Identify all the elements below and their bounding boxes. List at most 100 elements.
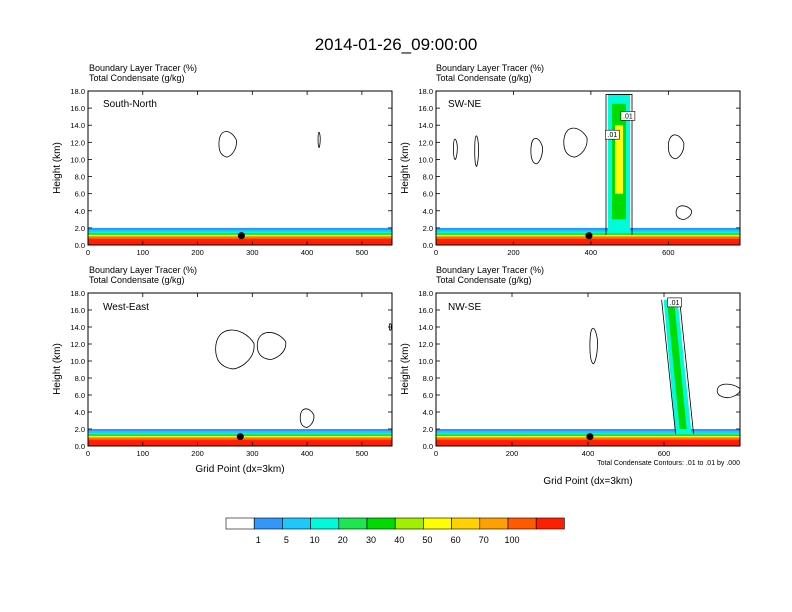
y-tick-label: 0.0 — [75, 442, 85, 451]
colorbar-swatch — [479, 517, 509, 530]
plot-area: 0.0 2.0 4.0 6.0 8.0 10.0 12.0 14.0 16.0 18.0 0 100 2… — [70, 87, 393, 257]
colorbar-tick-label: 70 — [479, 535, 489, 545]
contour-label: .01 — [623, 113, 633, 120]
y-tick-label: 10.0 — [70, 155, 85, 164]
panel-title: Boundary Layer Tracer (%) — [436, 63, 544, 73]
x-axis-label: Grid Point (dx=3km) — [543, 476, 632, 487]
y-tick-label: 6.0 — [423, 190, 433, 199]
cloud-contour — [667, 134, 685, 160]
y-tick-label: 4.0 — [423, 408, 433, 417]
panel-west-east: Boundary Layer Tracer (%) Total Condensa… — [52, 265, 393, 475]
convective-plume — [667, 305, 687, 429]
panel-subtitle: Total Condensate (g/kg) — [89, 73, 185, 83]
y-tick-label: 16.0 — [70, 306, 85, 315]
colorbar-tick-label: 40 — [394, 535, 404, 545]
y-tick-label: 14.0 — [70, 121, 85, 130]
boundary-layer-band — [88, 440, 392, 446]
contour-label: .01 — [608, 132, 618, 139]
panel-nw-se: Boundary Layer Tracer (%) Total Condensa… — [400, 265, 741, 487]
colorbar-swatch — [535, 517, 565, 530]
x-tick-label: 600 — [658, 449, 671, 458]
colorbar-swatch — [310, 517, 340, 530]
colorbar-swatch — [366, 517, 396, 530]
y-tick-label: 18.0 — [418, 87, 433, 96]
plot-area: .01 0.0 2.0 4.0 6.0 8.0 10.0 12.0 14.0 16.0 18.0 0 2… — [418, 289, 741, 458]
figure-title: 2014-01-26_09:00:00 — [315, 35, 478, 54]
colorbar-swatch — [338, 517, 368, 530]
y-tick-label: 12.0 — [418, 138, 433, 147]
y-axis-label: Height (km) — [400, 142, 411, 194]
x-tick-label: 200 — [191, 248, 204, 257]
cloud-contour — [530, 137, 543, 165]
colorbar-tick-label: 1 — [256, 535, 261, 545]
boundary-layer-band — [436, 239, 740, 245]
y-tick-label: 14.0 — [418, 323, 433, 332]
condensate-contour — [605, 94, 633, 235]
y-tick-label: 12.0 — [70, 340, 85, 349]
x-tick-label: 200 — [507, 248, 520, 257]
cloud-contour — [299, 408, 315, 428]
y-tick-label: 2.0 — [423, 224, 433, 233]
y-tick-label: 4.0 — [75, 207, 85, 216]
plot-frame — [435, 292, 741, 447]
cloud-contour — [256, 332, 287, 360]
x-tick-label: 0 — [434, 248, 438, 257]
plot-frame — [87, 292, 393, 447]
colorbar-tick-label: 30 — [366, 535, 376, 545]
y-tick-label: 16.0 — [418, 306, 433, 315]
y-tick-label: 0.0 — [75, 241, 85, 250]
cloud-contour — [218, 131, 237, 158]
panel-label: South-North — [103, 99, 157, 110]
boundary-layer-band — [88, 239, 392, 245]
x-tick-label: 100 — [137, 449, 150, 458]
cloud-contour — [388, 323, 392, 331]
location-marker — [236, 433, 244, 441]
x-tick-label: 300 — [246, 449, 259, 458]
x-tick-label: 0 — [434, 449, 438, 458]
colorbar-tick-label: 20 — [338, 535, 348, 545]
y-tick-label: 4.0 — [75, 408, 85, 417]
x-tick-label: 500 — [356, 449, 369, 458]
x-tick-label: 600 — [662, 248, 675, 257]
colorbar-swatch — [282, 517, 311, 530]
y-tick-label: 18.0 — [70, 87, 85, 96]
y-tick-label: 2.0 — [75, 224, 85, 233]
cloud-contour — [563, 127, 588, 158]
plot-area: 0.0 2.0 4.0 6.0 8.0 10.0 12.0 14.0 16.0 18.0 0 100 2… — [70, 289, 393, 458]
panel-sw-ne: Boundary Layer Tracer (%) Total Condensa… — [400, 63, 741, 257]
contour-note: Total Condensate Contours: .01 to .01 by… — [597, 460, 740, 467]
cloud-contour — [317, 131, 321, 148]
plot-frame — [435, 90, 741, 246]
y-axis-label: Height (km) — [400, 343, 411, 395]
y-tick-label: 10.0 — [418, 155, 433, 164]
colorbar-tick-label: 5 — [284, 535, 289, 545]
colorbar-swatch — [423, 517, 452, 530]
y-axis-label: Height (km) — [52, 142, 63, 194]
x-axis-label: Grid Point (dx=3km) — [195, 464, 284, 475]
panel-south-north: Boundary Layer Tracer (%) Total Condensa… — [52, 63, 393, 257]
panel-title: Boundary Layer Tracer (%) — [89, 265, 197, 275]
panel-subtitle: Total Condensate (g/kg) — [436, 275, 532, 285]
x-tick-label: 500 — [356, 248, 369, 257]
condensate-contour — [661, 299, 694, 435]
panel-subtitle: Total Condensate (g/kg) — [436, 73, 532, 83]
colorbar: 1 5 10 20 30 40 50 60 70 100 — [225, 517, 565, 545]
y-tick-label: 6.0 — [75, 391, 85, 400]
location-marker — [585, 232, 593, 240]
y-tick-label: 10.0 — [70, 357, 85, 366]
y-tick-label: 18.0 — [418, 289, 433, 298]
x-tick-label: 0 — [86, 449, 90, 458]
contour-label: .01 — [670, 300, 680, 307]
y-axis-label: Height (km) — [52, 343, 63, 395]
contour-label-box — [605, 129, 620, 140]
colorbar-tick-label: 10 — [310, 535, 320, 545]
x-tick-label: 100 — [137, 248, 150, 257]
colorbar-swatch — [225, 517, 255, 530]
cloud-contour — [474, 135, 479, 167]
location-marker — [237, 232, 245, 240]
y-tick-label: 8.0 — [423, 374, 433, 383]
y-tick-label: 16.0 — [418, 104, 433, 113]
cloud-contour — [675, 205, 692, 220]
y-tick-label: 10.0 — [418, 357, 433, 366]
